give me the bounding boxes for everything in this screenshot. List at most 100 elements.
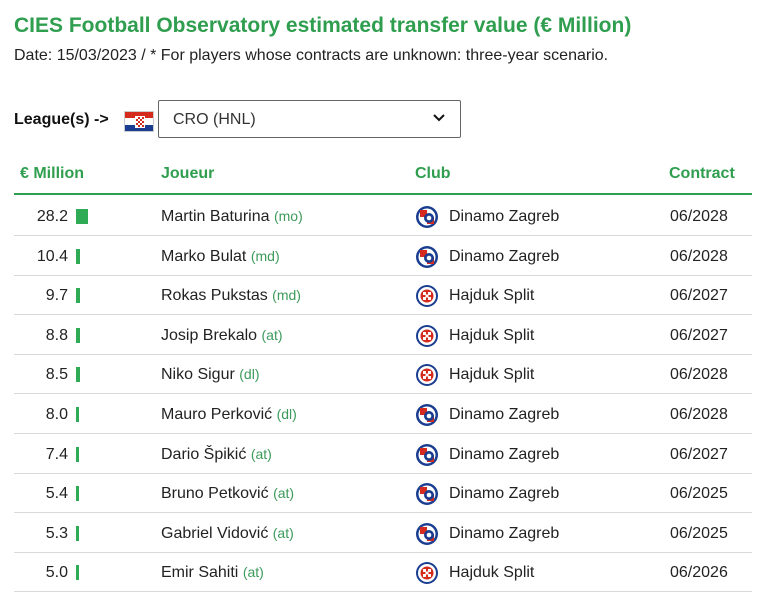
transfer-value: 5.4 (45, 485, 68, 503)
dinamo-zagreb-crest-icon (416, 443, 438, 466)
chevron-down-icon (433, 114, 445, 122)
contract-end: 06/2028 (670, 406, 728, 423)
player-name-link[interactable]: Emir Sahiti (at) (161, 564, 264, 582)
value-bar (76, 209, 88, 224)
player-name: Rokas Pukstas (161, 287, 268, 305)
player-name: Bruno Petković (161, 485, 269, 503)
player-name-link[interactable]: Josip Brekalo (at) (161, 327, 283, 345)
player-name: Dario Špikić (161, 445, 247, 463)
table-row[interactable]: 28.2 Martin Baturina (mo) Dinamo Zagreb 06/… (14, 197, 752, 236)
player-name: Mauro Perković (161, 406, 273, 423)
contract-end: 06/2025 (670, 524, 728, 542)
value-bar (76, 288, 80, 304)
transfer-value: 5.3 (45, 524, 68, 542)
contract-end: 06/2025 (670, 485, 728, 503)
contract-end: 06/2027 (670, 326, 728, 344)
player-name-link[interactable]: Mauro Perković (dl) (161, 406, 297, 424)
player-name: Emir Sahiti (161, 564, 239, 582)
contract-end: 06/2026 (670, 564, 728, 582)
table-row[interactable]: 5.0 Emir Sahiti (at) Hajduk Split 06/2026 (14, 553, 752, 593)
player-name-link[interactable]: Niko Sigur (dl) (161, 366, 260, 384)
value-bar (76, 407, 79, 422)
page-title: CIES Football Observatory estimated tran… (14, 14, 632, 37)
player-position: (at) (272, 524, 294, 541)
dinamo-zagreb-crest-icon (416, 483, 438, 506)
player-position: (dl) (276, 406, 297, 422)
league-select[interactable]: CRO (HNL) (158, 100, 461, 138)
player-name-link[interactable]: Gabriel Vidović (at) (161, 525, 294, 543)
value-bar (76, 486, 79, 502)
club-name: Dinamo Zagreb (449, 208, 560, 225)
table-row[interactable]: 10.4 Marko Bulat (md) Dinamo Zagreb 06/2028 (14, 237, 752, 276)
hajduk-split-crest-icon (416, 324, 438, 347)
table-row[interactable]: 7.4 Dario Špikić (at) Dinamo Zagreb 06/2027 (14, 435, 752, 474)
player-position: (dl) (239, 366, 260, 383)
column-header-contract[interactable]: Contract (669, 165, 735, 182)
player-name-link[interactable]: Dario Špikić (at) (161, 446, 272, 464)
transfer-value: 8.5 (45, 366, 68, 384)
hajduk-split-crest-icon (416, 364, 438, 387)
contract-end: 06/2028 (670, 247, 728, 265)
transfer-value: 8.8 (45, 326, 68, 344)
transfer-value: 5.0 (45, 564, 68, 582)
player-position: (md) (250, 247, 280, 264)
value-bar (76, 248, 80, 264)
contract-end: 06/2028 (670, 366, 728, 384)
value-bar (76, 525, 79, 541)
value-bar (76, 367, 80, 383)
contract-end: 06/2027 (670, 445, 728, 463)
player-name-link[interactable]: Martin Baturina (mo) (161, 208, 303, 226)
club-name: Dinamo Zagreb (449, 247, 560, 265)
player-position: (at) (261, 326, 283, 343)
value-bar (76, 446, 79, 462)
player-name: Josip Brekalo (161, 326, 258, 344)
player-name-link[interactable]: Rokas Pukstas (md) (161, 287, 301, 305)
column-header-club[interactable]: Club (415, 165, 451, 182)
table-row[interactable]: 8.8 Josip Brekalo (at) Hajduk Split 06/2027 (14, 316, 752, 355)
contract-end: 06/2027 (670, 287, 728, 305)
club-name: Hajduk Split (449, 326, 535, 344)
column-header-value[interactable]: € Million (20, 165, 84, 182)
hajduk-split-crest-icon (416, 285, 438, 308)
croatia-flag-icon (124, 111, 154, 132)
player-position: (md) (272, 287, 301, 304)
club-name: Hajduk Split (449, 287, 535, 305)
club-name: Dinamo Zagreb (449, 524, 560, 542)
league-selector-label: League(s) -> (14, 111, 109, 128)
page-subtitle: Date: 15/03/2023 / * For players whose c… (14, 47, 609, 64)
table-row[interactable]: 8.5 Niko Sigur (dl) Hajduk Split 06/2028 (14, 355, 752, 395)
dinamo-zagreb-crest-icon (416, 522, 438, 545)
player-position: (mo) (273, 208, 303, 224)
player-name: Martin Baturina (161, 208, 270, 225)
player-name-link[interactable]: Marko Bulat (md) (161, 248, 280, 266)
dinamo-zagreb-crest-icon (416, 404, 438, 426)
column-header-player[interactable]: Joueur (161, 165, 215, 182)
club-name: Hajduk Split (449, 366, 535, 384)
transfer-value: 8.0 (45, 406, 68, 423)
table-row[interactable]: 8.0 Mauro Perković (dl) Dinamo Zagreb 06/20… (14, 395, 752, 434)
club-name: Dinamo Zagreb (449, 406, 560, 423)
player-position: (at) (273, 485, 295, 502)
player-name: Niko Sigur (161, 366, 235, 384)
player-name: Marko Bulat (161, 247, 247, 265)
contract-end: 06/2028 (670, 208, 728, 225)
player-name: Gabriel Vidović (161, 524, 269, 542)
player-position: (at) (250, 445, 272, 462)
league-select-value: CRO (HNL) (173, 111, 256, 128)
club-name: Hajduk Split (449, 564, 535, 582)
value-bar (76, 565, 79, 581)
transfer-value: 7.4 (45, 445, 68, 463)
table-row[interactable]: 5.3 Gabriel Vidović (at) Dinamo Zagreb 06/2… (14, 514, 752, 553)
dinamo-zagreb-crest-icon (416, 206, 438, 228)
table-row[interactable]: 5.4 Bruno Petković (at) Dinamo Zagreb 06/20… (14, 474, 752, 514)
player-position: (at) (242, 564, 264, 581)
table-row[interactable]: 9.7 Rokas Pukstas (md) Hajduk Split 06/2027 (14, 276, 752, 316)
dinamo-zagreb-crest-icon (416, 245, 438, 268)
transfer-value: 9.7 (45, 287, 68, 305)
transfer-value: 28.2 (36, 208, 68, 225)
hajduk-split-crest-icon (416, 562, 438, 585)
player-name-link[interactable]: Bruno Petković (at) (161, 485, 294, 503)
club-name: Dinamo Zagreb (449, 445, 560, 463)
header-divider (14, 193, 752, 195)
transfer-value: 10.4 (36, 247, 68, 265)
